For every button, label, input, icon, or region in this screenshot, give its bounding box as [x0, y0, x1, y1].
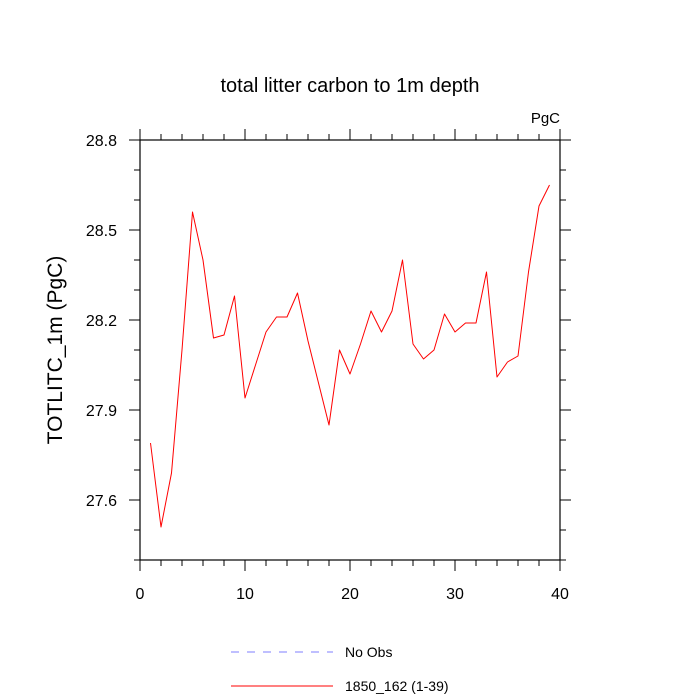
y-tick-label: 28.5 [86, 223, 117, 240]
legend-label: 1850_162 (1-39) [345, 678, 449, 694]
y-tick-label: 28.8 [86, 133, 117, 150]
y-axis-label: TOTLITC_1m (PgC) [44, 256, 67, 445]
x-tick-label: 30 [446, 586, 464, 603]
units-label: PgC [531, 110, 560, 127]
x-tick-label: 20 [341, 586, 359, 603]
legend: No Obs 1850_162 (1-39) [231, 644, 449, 694]
plot-frame [139, 139, 561, 561]
tick-labels: 0 10 20 30 40 27.6 27.9 28.2 28.5 28.8 [86, 133, 569, 603]
legend-label: No Obs [345, 644, 392, 660]
y-tick-label: 27.9 [86, 403, 117, 420]
axis-ticks [129, 129, 571, 571]
x-tick-label: 10 [236, 586, 254, 603]
series-line [150, 184, 550, 528]
x-tick-label: 0 [136, 586, 145, 603]
plot-border [139, 139, 561, 561]
chart-title: total litter carbon to 1m depth [220, 75, 479, 97]
y-tick-label: 27.6 [86, 493, 117, 510]
y-tick-label: 28.2 [86, 313, 117, 330]
x-tick-label: 40 [551, 586, 569, 603]
series-layer [150, 184, 550, 528]
